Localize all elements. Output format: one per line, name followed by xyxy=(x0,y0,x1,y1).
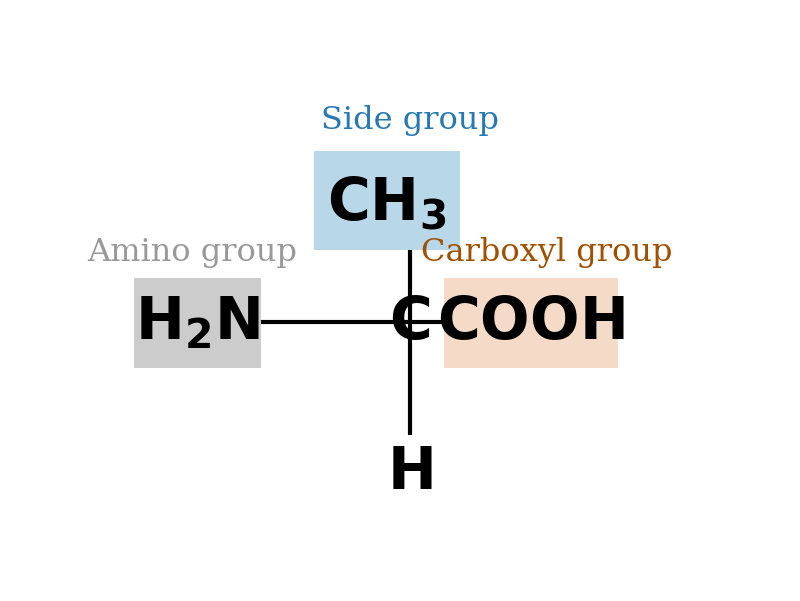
Text: $\mathbf{CH_3}$: $\mathbf{CH_3}$ xyxy=(326,174,446,231)
Text: $\mathbf{COOH}$: $\mathbf{COOH}$ xyxy=(437,294,625,352)
Text: $\mathbf{H}$: $\mathbf{H}$ xyxy=(387,444,433,501)
FancyBboxPatch shape xyxy=(444,278,618,368)
Text: $\mathbf{C}$: $\mathbf{C}$ xyxy=(390,293,430,350)
Text: Carboxyl group: Carboxyl group xyxy=(421,237,672,268)
Text: Amino group: Amino group xyxy=(86,237,297,268)
Text: $\mathbf{H_2N}$: $\mathbf{H_2N}$ xyxy=(135,294,261,352)
Text: Side group: Side group xyxy=(321,105,499,136)
FancyBboxPatch shape xyxy=(314,151,459,250)
FancyBboxPatch shape xyxy=(134,278,262,368)
